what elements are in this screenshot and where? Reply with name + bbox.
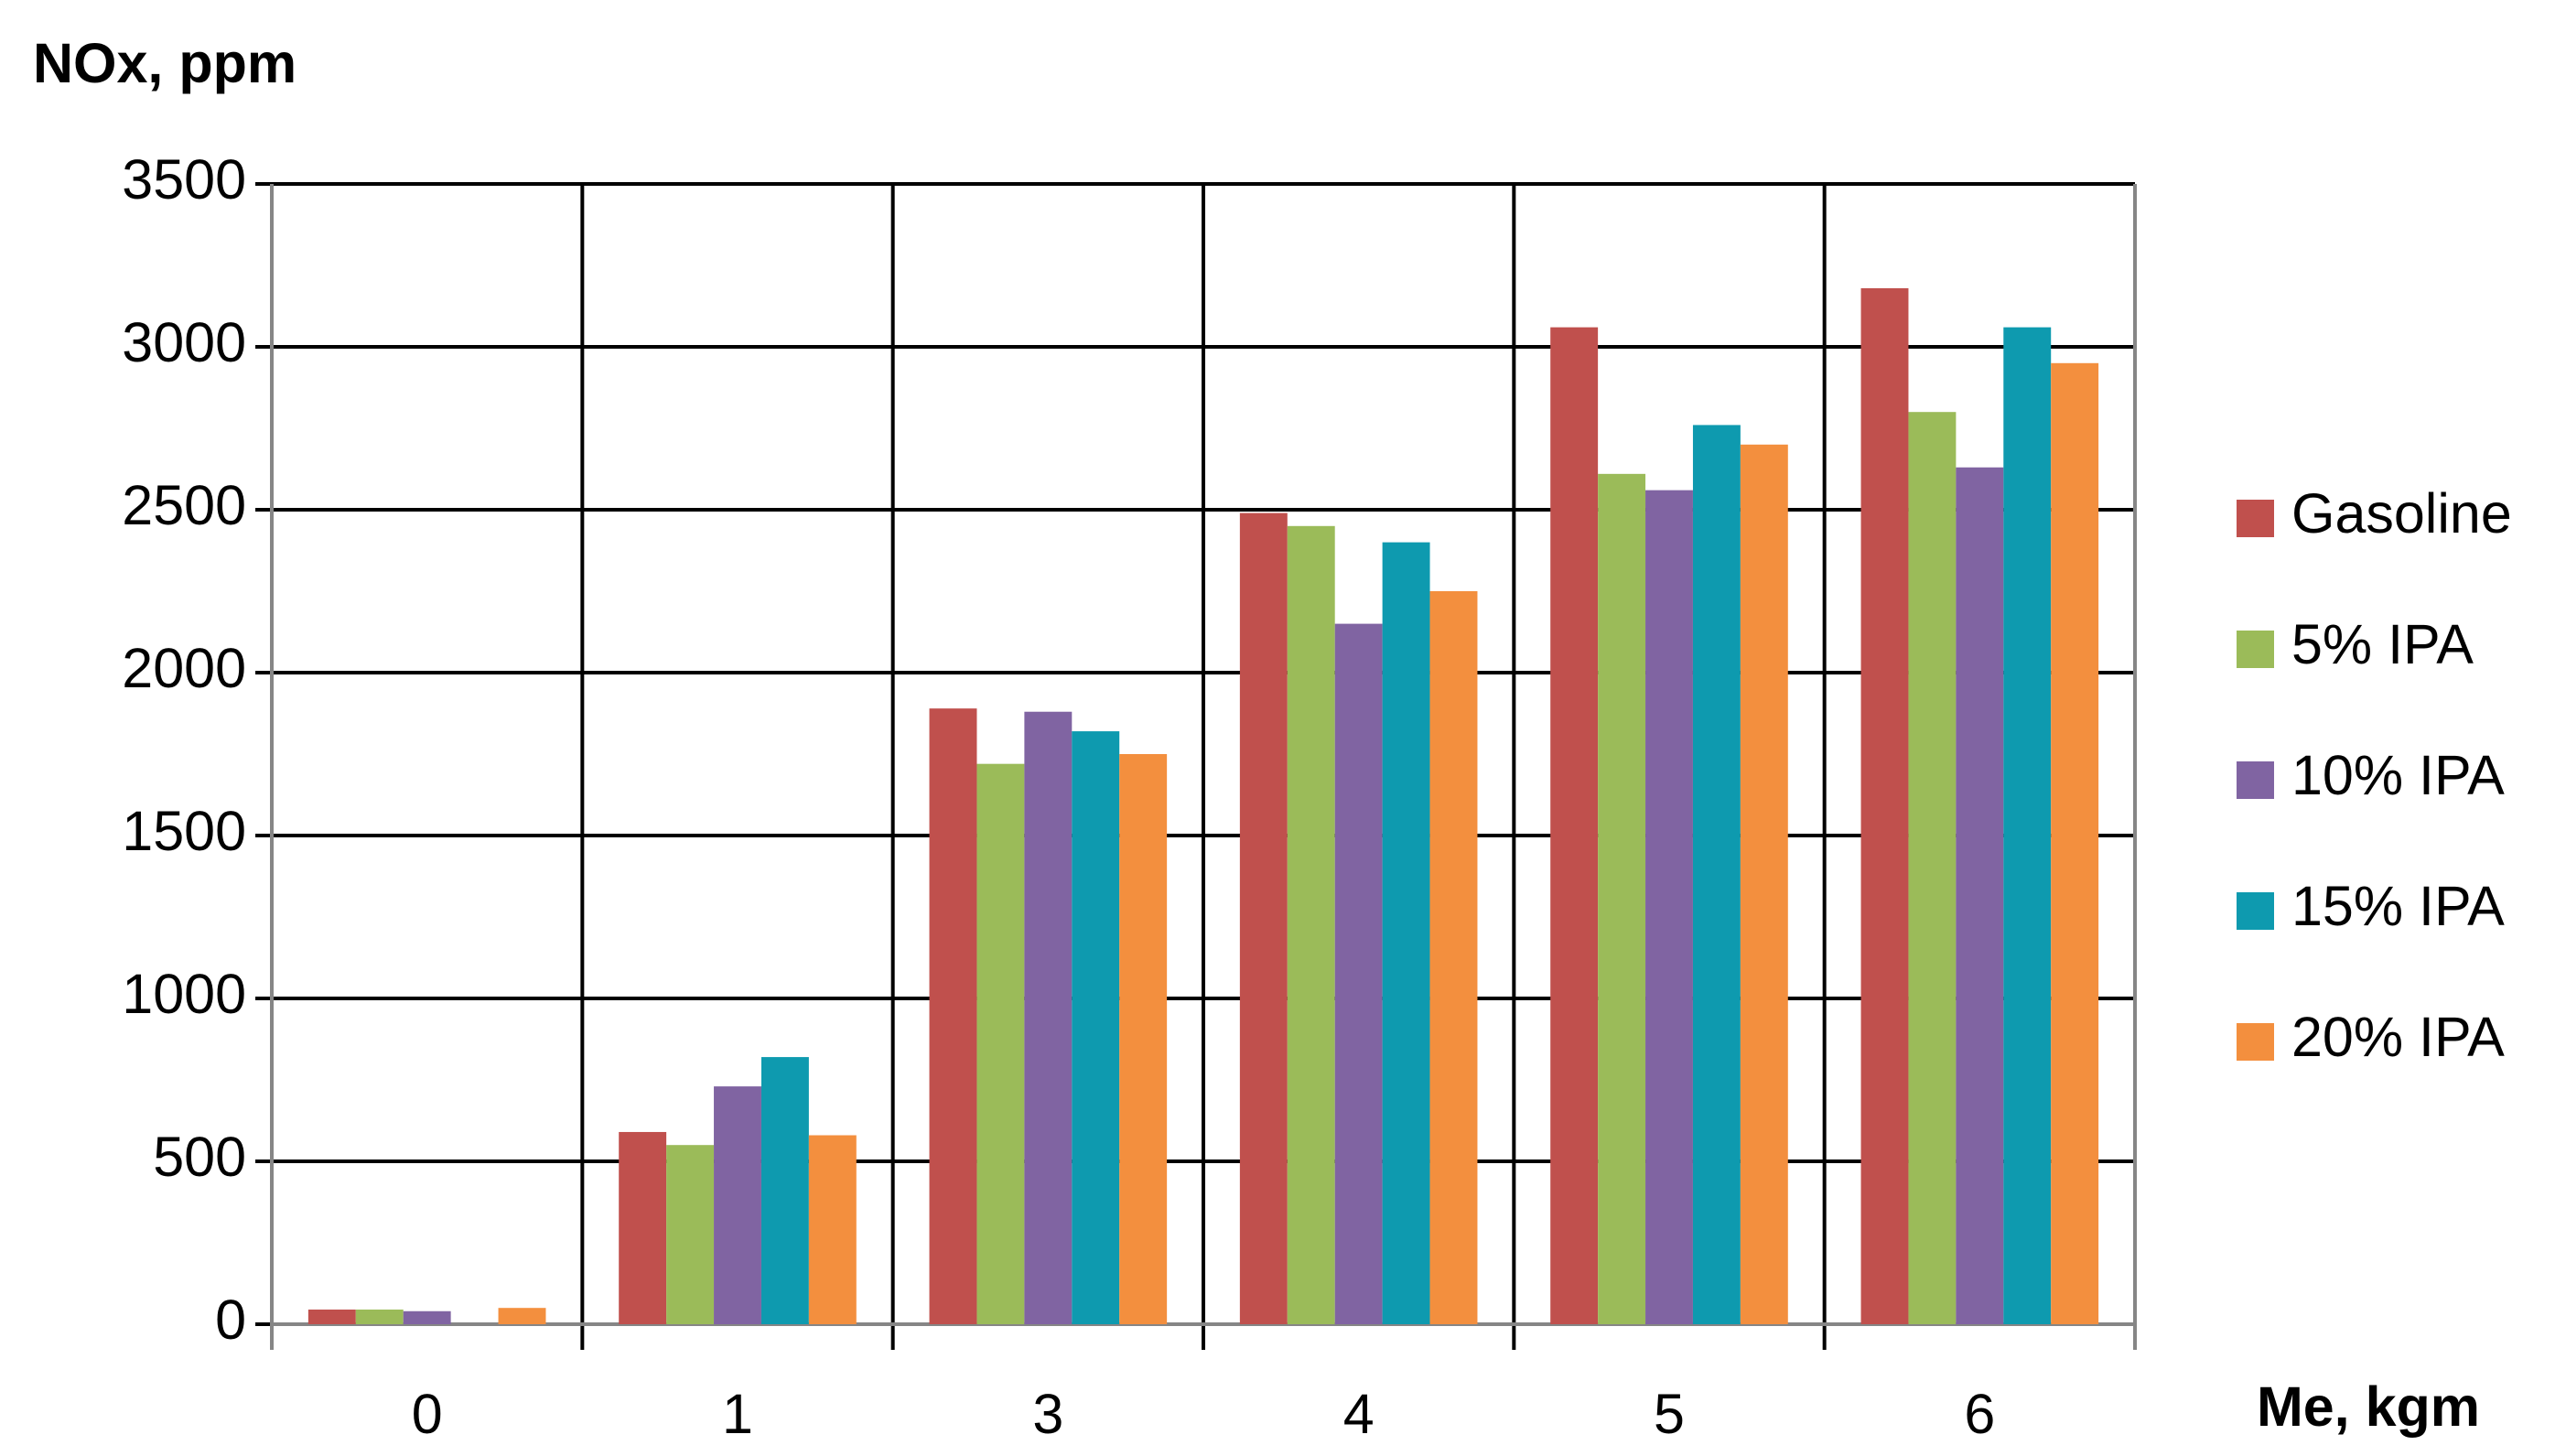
bar	[929, 708, 977, 1324]
bar	[1287, 525, 1335, 1324]
bar	[1908, 412, 1957, 1324]
bar	[2003, 327, 2052, 1324]
bar	[619, 1131, 667, 1324]
legend-swatch	[2237, 500, 2274, 537]
y-tick-label: 1500	[122, 800, 246, 862]
bar	[1740, 444, 1788, 1324]
bar	[1645, 490, 1693, 1324]
bar	[1334, 623, 1383, 1324]
bar	[808, 1135, 857, 1324]
legend-label: 20% IPA	[2291, 1006, 2505, 1068]
bar	[1072, 731, 1120, 1324]
bar	[1956, 467, 2004, 1325]
bar	[403, 1310, 451, 1324]
bar	[1550, 327, 1599, 1324]
x-tick-label: 0	[412, 1383, 443, 1445]
y-axis-title: NOx, ppm	[33, 32, 296, 94]
y-tick-label: 3500	[122, 148, 246, 210]
y-tick-label: 1000	[122, 963, 246, 1025]
x-tick-label: 1	[722, 1383, 753, 1445]
bar	[498, 1308, 546, 1324]
y-tick-label: 500	[153, 1126, 246, 1188]
bar	[355, 1309, 404, 1324]
x-tick-label: 3	[1032, 1383, 1063, 1445]
bar	[1119, 754, 1168, 1324]
x-tick-label: 4	[1343, 1383, 1375, 1445]
y-tick-label: 2000	[122, 637, 246, 699]
bar	[760, 1057, 809, 1324]
legend-swatch	[2237, 1023, 2274, 1061]
x-tick-label: 5	[1654, 1383, 1685, 1445]
y-tick-label: 0	[215, 1289, 246, 1351]
bar	[1598, 473, 1646, 1324]
legend-label: 15% IPA	[2291, 875, 2505, 937]
x-tick-label: 6	[1964, 1383, 1995, 1445]
bar	[307, 1309, 356, 1324]
bar	[2051, 362, 2099, 1324]
legend-swatch	[2237, 631, 2274, 668]
legend-swatch	[2237, 892, 2274, 930]
bar	[1239, 512, 1288, 1324]
y-tick-label: 2500	[122, 474, 246, 536]
legend-label: 5% IPA	[2291, 613, 2474, 675]
x-axis-title: Me, kgm	[2257, 1375, 2480, 1438]
legend-swatch	[2237, 761, 2274, 799]
bar	[1860, 287, 1909, 1324]
bar	[714, 1086, 761, 1324]
bar	[1024, 711, 1073, 1324]
bar	[1382, 542, 1430, 1324]
legend-label: Gasoline	[2291, 482, 2512, 545]
bar	[1429, 591, 1478, 1324]
y-tick-label: 3000	[122, 311, 246, 373]
bar	[1692, 425, 1741, 1324]
bar	[976, 763, 1025, 1324]
bar	[666, 1145, 715, 1324]
legend-label: 10% IPA	[2291, 744, 2505, 806]
